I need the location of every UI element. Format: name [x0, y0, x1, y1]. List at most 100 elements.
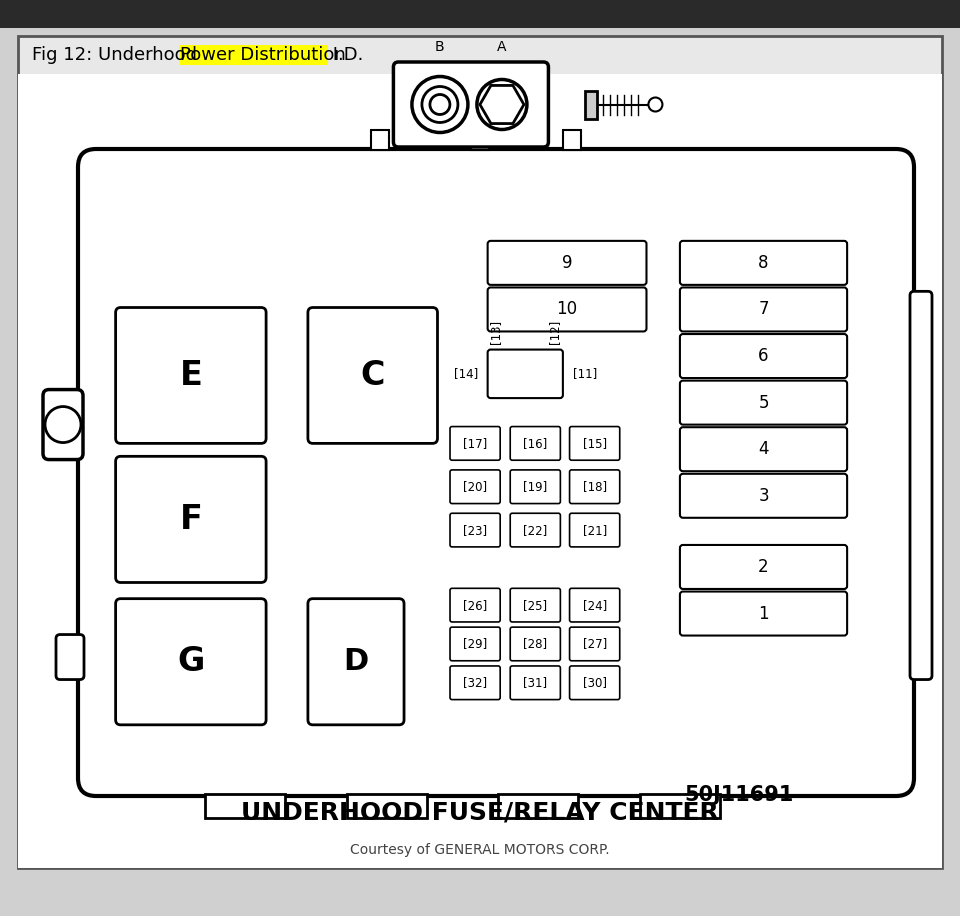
Text: [23]: [23] — [463, 524, 487, 537]
FancyBboxPatch shape — [43, 389, 83, 460]
FancyBboxPatch shape — [569, 513, 620, 547]
Circle shape — [421, 86, 458, 123]
Text: C: C — [360, 359, 385, 392]
Text: 3: 3 — [758, 486, 769, 505]
Text: F: F — [180, 503, 203, 536]
Bar — [498, 794, 578, 818]
Text: [30]: [30] — [583, 676, 607, 689]
Text: G: G — [178, 645, 204, 678]
FancyBboxPatch shape — [450, 470, 500, 504]
FancyBboxPatch shape — [308, 308, 438, 443]
FancyBboxPatch shape — [510, 470, 561, 504]
Text: [24]: [24] — [583, 599, 607, 612]
Text: 5: 5 — [758, 394, 769, 411]
Bar — [18, 74, 942, 868]
Bar — [640, 794, 720, 818]
FancyBboxPatch shape — [450, 427, 500, 460]
Text: E: E — [180, 359, 203, 392]
Text: D: D — [344, 648, 369, 676]
FancyBboxPatch shape — [510, 666, 561, 700]
Text: 8: 8 — [758, 254, 769, 272]
FancyBboxPatch shape — [910, 291, 932, 680]
FancyBboxPatch shape — [680, 334, 847, 378]
Text: 1: 1 — [758, 605, 769, 623]
FancyBboxPatch shape — [569, 588, 620, 622]
FancyBboxPatch shape — [450, 627, 500, 660]
Bar — [586, 91, 597, 118]
FancyBboxPatch shape — [115, 456, 266, 583]
Circle shape — [477, 80, 527, 129]
FancyBboxPatch shape — [569, 470, 620, 504]
FancyBboxPatch shape — [680, 592, 847, 636]
FancyBboxPatch shape — [680, 474, 847, 518]
Bar — [371, 130, 389, 150]
Text: Courtesy of GENERAL MOTORS CORP.: Courtesy of GENERAL MOTORS CORP. — [350, 843, 610, 857]
Text: [22]: [22] — [523, 524, 547, 537]
FancyBboxPatch shape — [488, 241, 646, 285]
FancyBboxPatch shape — [18, 36, 942, 868]
FancyBboxPatch shape — [394, 62, 548, 147]
Text: [31]: [31] — [523, 676, 547, 689]
Text: Fig 12: Underhood: Fig 12: Underhood — [32, 46, 203, 64]
FancyBboxPatch shape — [510, 427, 561, 460]
Text: [18]: [18] — [583, 480, 607, 493]
Circle shape — [430, 94, 450, 114]
FancyBboxPatch shape — [56, 635, 84, 680]
Text: 9: 9 — [562, 254, 572, 272]
FancyBboxPatch shape — [450, 513, 500, 547]
Text: 2: 2 — [758, 558, 769, 576]
Text: [19]: [19] — [523, 480, 547, 493]
FancyBboxPatch shape — [569, 427, 620, 460]
Text: 7: 7 — [758, 300, 769, 319]
Text: I.D.: I.D. — [327, 46, 364, 64]
FancyBboxPatch shape — [510, 627, 561, 660]
FancyBboxPatch shape — [450, 666, 500, 700]
Text: [21]: [21] — [583, 524, 607, 537]
Text: [26]: [26] — [463, 599, 488, 612]
FancyBboxPatch shape — [680, 427, 847, 471]
Text: [25]: [25] — [523, 599, 547, 612]
Circle shape — [648, 97, 662, 112]
Polygon shape — [480, 85, 524, 124]
Text: 4: 4 — [758, 441, 769, 458]
Text: [17]: [17] — [463, 437, 488, 450]
FancyBboxPatch shape — [115, 308, 266, 443]
Text: 6: 6 — [758, 347, 769, 365]
Bar — [205, 794, 285, 818]
Bar — [348, 794, 427, 818]
Text: UNDERHOOD FUSE/RELAY CENTER: UNDERHOOD FUSE/RELAY CENTER — [241, 801, 719, 825]
FancyBboxPatch shape — [308, 599, 404, 725]
FancyBboxPatch shape — [569, 666, 620, 700]
Text: [11]: [11] — [573, 367, 597, 380]
Text: [27]: [27] — [583, 638, 607, 650]
Text: [29]: [29] — [463, 638, 488, 650]
Text: [20]: [20] — [463, 480, 487, 493]
Circle shape — [45, 407, 81, 442]
Text: 10: 10 — [557, 300, 578, 319]
Text: [15]: [15] — [583, 437, 607, 450]
Bar — [563, 130, 581, 150]
Text: [12]: [12] — [548, 320, 562, 344]
Text: [13]: [13] — [490, 320, 502, 344]
Text: [28]: [28] — [523, 638, 547, 650]
FancyBboxPatch shape — [115, 599, 266, 725]
Text: B: B — [435, 40, 444, 54]
Bar — [471, 130, 489, 150]
Text: A: A — [497, 40, 507, 54]
FancyBboxPatch shape — [569, 627, 620, 660]
Text: [16]: [16] — [523, 437, 547, 450]
FancyBboxPatch shape — [488, 350, 563, 398]
FancyBboxPatch shape — [78, 149, 914, 796]
FancyBboxPatch shape — [680, 288, 847, 332]
Text: 50J11691: 50J11691 — [684, 785, 794, 805]
FancyBboxPatch shape — [680, 381, 847, 425]
FancyBboxPatch shape — [450, 588, 500, 622]
FancyBboxPatch shape — [510, 513, 561, 547]
Text: Power Distribution: Power Distribution — [180, 46, 346, 64]
Circle shape — [412, 77, 468, 133]
Bar — [0, 0, 960, 28]
Circle shape — [486, 89, 518, 121]
Text: [32]: [32] — [463, 676, 487, 689]
FancyBboxPatch shape — [680, 545, 847, 589]
FancyBboxPatch shape — [510, 588, 561, 622]
